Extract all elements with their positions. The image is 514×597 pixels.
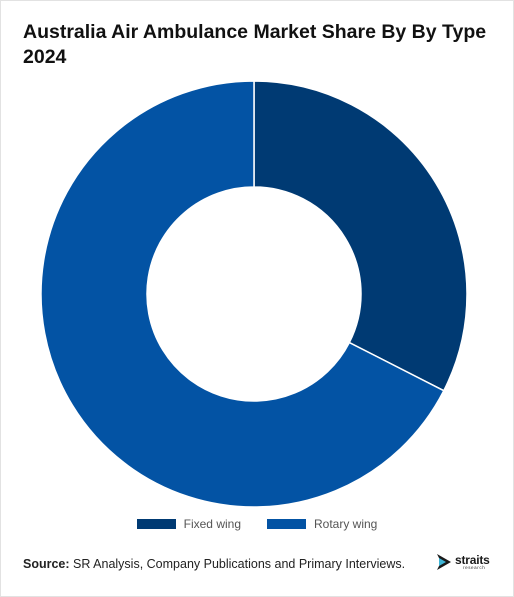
chart-legend: Fixed wing Rotary wing — [0, 517, 514, 531]
straits-research-logo: straits research — [436, 553, 490, 571]
legend-label: Fixed wing — [183, 517, 241, 531]
straits-logo-icon — [437, 554, 451, 570]
legend-swatch — [267, 519, 306, 529]
donut-slice-rotary-wing[interactable] — [40, 80, 445, 508]
source-note: Source: SR Analysis, Company Publication… — [23, 557, 405, 571]
source-text: SR Analysis, Company Publications and Pr… — [69, 557, 406, 571]
legend-swatch — [136, 519, 176, 529]
logo-sub: research — [463, 564, 486, 570]
donut-slice-fixed-wing[interactable] — [253, 80, 468, 392]
legend-label: Rotary wing — [314, 517, 378, 531]
chart-title: Australia Air Ambulance Market Share By … — [23, 21, 487, 68]
source-label: Source: — [23, 557, 70, 571]
legend-item-fixed-wing[interactable]: Fixed wing — [136, 517, 241, 531]
legend-item-rotary-wing[interactable]: Rotary wing — [267, 517, 377, 531]
logo-brand: straits — [455, 552, 490, 567]
